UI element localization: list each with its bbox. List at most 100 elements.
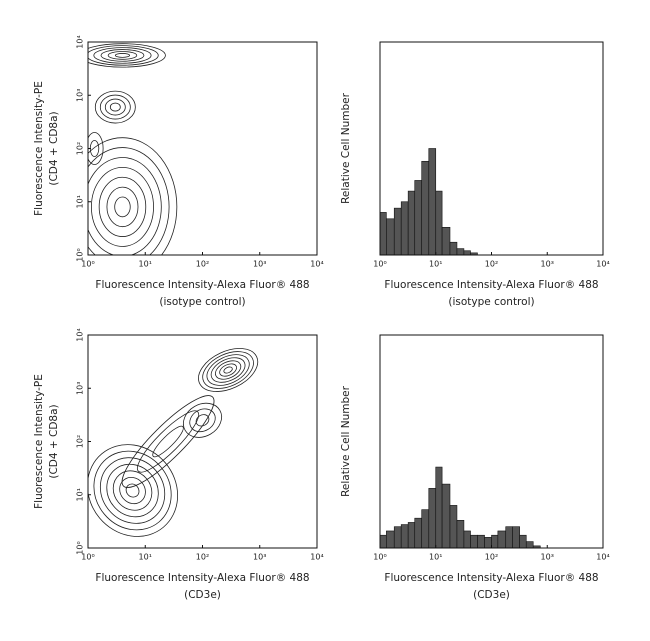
contour-ring (98, 176, 147, 237)
histogram-bar (441, 483, 451, 548)
y-tick-label: 10² (76, 435, 85, 448)
y-tick-label: 10⁰ (76, 248, 85, 261)
y-axis-label: (CD4 + CD8a) (48, 404, 60, 478)
y-tick-label: 10³ (76, 382, 85, 395)
contour-ring (94, 90, 136, 124)
histogram-bar (449, 241, 458, 255)
panel: 10⁰ 10¹ 10² 10³ 10⁴ Fluorescence Intensity-Al… (340, 334, 610, 601)
x-tick-label: 10⁰ (373, 553, 386, 562)
histogram-bar (414, 517, 423, 548)
contour-ring (99, 457, 166, 524)
histogram-bar (477, 534, 485, 548)
histogram-bar (380, 212, 387, 255)
plot-area (88, 43, 178, 255)
contour-ring (114, 53, 131, 58)
x-tick-label: 10¹ (139, 553, 152, 562)
contour-ring (223, 366, 233, 374)
x-tick-label: 10⁰ (373, 260, 386, 269)
y-axis-label: Relative Cell Number (340, 92, 352, 204)
histogram-bar (519, 534, 527, 548)
contour-ring (206, 354, 250, 386)
x-axis-label: (isotype control) (448, 296, 534, 308)
contour-ring (210, 357, 246, 383)
histogram-bar (421, 509, 430, 548)
x-tick-label: 10³ (541, 553, 554, 562)
x-axis-label: Fluorescence Intensity-Alexa Fluor® 488 (95, 572, 309, 584)
x-tick-label: 10³ (253, 260, 266, 269)
histogram-bar (470, 534, 478, 548)
histogram-bar (456, 248, 465, 255)
x-tick-label: 10² (196, 260, 209, 269)
contour-ring (215, 360, 242, 380)
histogram-bar (428, 148, 437, 255)
contour-ring (89, 140, 100, 157)
contour-ring (112, 470, 153, 511)
contour-ring (109, 102, 121, 112)
x-tick-label: 10² (485, 553, 498, 562)
plot-area (88, 348, 259, 537)
histogram-bar (449, 505, 458, 548)
histogram-bar (463, 530, 471, 548)
histogram-bar (414, 180, 423, 255)
y-tick-label: 10⁰ (76, 541, 85, 554)
contour-ring (88, 45, 159, 66)
contour-ring (107, 51, 138, 60)
histogram-bar (421, 160, 430, 255)
panel: 10⁰ 10¹ 10² 10³ 10⁴ 10⁰ 10¹ 10² 10³ 10⁴ Fluorescen… (33, 328, 324, 601)
x-tick-label: 10⁴ (596, 260, 609, 269)
x-tick-label: 10⁴ (310, 260, 323, 269)
contour-ring (119, 477, 146, 505)
plot-frame (379, 334, 604, 549)
x-tick-label: 10³ (541, 260, 554, 269)
x-tick-label: 10¹ (429, 553, 442, 562)
x-tick-label: 10¹ (139, 260, 152, 269)
contour-ring (88, 444, 179, 537)
contour-ring (114, 196, 131, 218)
histogram-bar (441, 227, 451, 255)
contour-ring (88, 157, 162, 255)
x-tick-label: 10⁰ (81, 260, 94, 269)
histogram-bar (386, 218, 395, 255)
y-tick-label: 10¹ (76, 488, 85, 501)
x-axis-label: (isotype control) (159, 296, 245, 308)
plot-frame (87, 41, 318, 256)
histogram-bar (497, 530, 507, 548)
histogram-bar (380, 534, 387, 548)
panel: 10⁰ 10¹ 10² 10³ 10⁴ 10⁰ 10¹ 10² 10³ 10⁴ Fluorescen… (33, 35, 324, 308)
contour-ring (106, 186, 139, 228)
y-axis-label: (CD4 + CD8a) (48, 111, 60, 185)
contour-ring (104, 98, 126, 116)
x-axis-label: (CD3e) (473, 589, 510, 601)
contour-ring (88, 132, 104, 165)
x-tick-label: 10¹ (429, 260, 442, 269)
y-tick-label: 10³ (76, 89, 85, 102)
histogram-bar (435, 466, 443, 548)
contour-ring (125, 483, 140, 498)
histogram-bar (400, 524, 409, 548)
plot-area (380, 148, 478, 255)
x-tick-label: 10⁴ (596, 553, 609, 562)
contour-ring (93, 450, 172, 531)
contour-ring (121, 395, 215, 488)
contour-ring (93, 47, 152, 64)
y-tick-label: 10⁴ (76, 328, 85, 341)
contour-ring (88, 43, 166, 68)
y-axis-label: Relative Cell Number (340, 385, 352, 497)
histogram-bar (525, 541, 534, 548)
contour-ring (88, 137, 178, 255)
histogram-bar (428, 488, 437, 548)
histogram-bar (393, 526, 402, 548)
histogram-bar (435, 190, 443, 255)
histogram-bar (484, 537, 492, 548)
contour-ring (219, 363, 237, 377)
contour-ring (152, 425, 184, 458)
plot-area (380, 466, 541, 548)
x-tick-label: 10² (196, 553, 209, 562)
y-tick-label: 10² (76, 142, 85, 155)
histogram-bar (456, 520, 465, 548)
contour-ring (202, 351, 254, 389)
contour-ring (90, 166, 154, 247)
histogram-bar (400, 201, 409, 255)
y-tick-label: 10⁴ (76, 35, 85, 48)
